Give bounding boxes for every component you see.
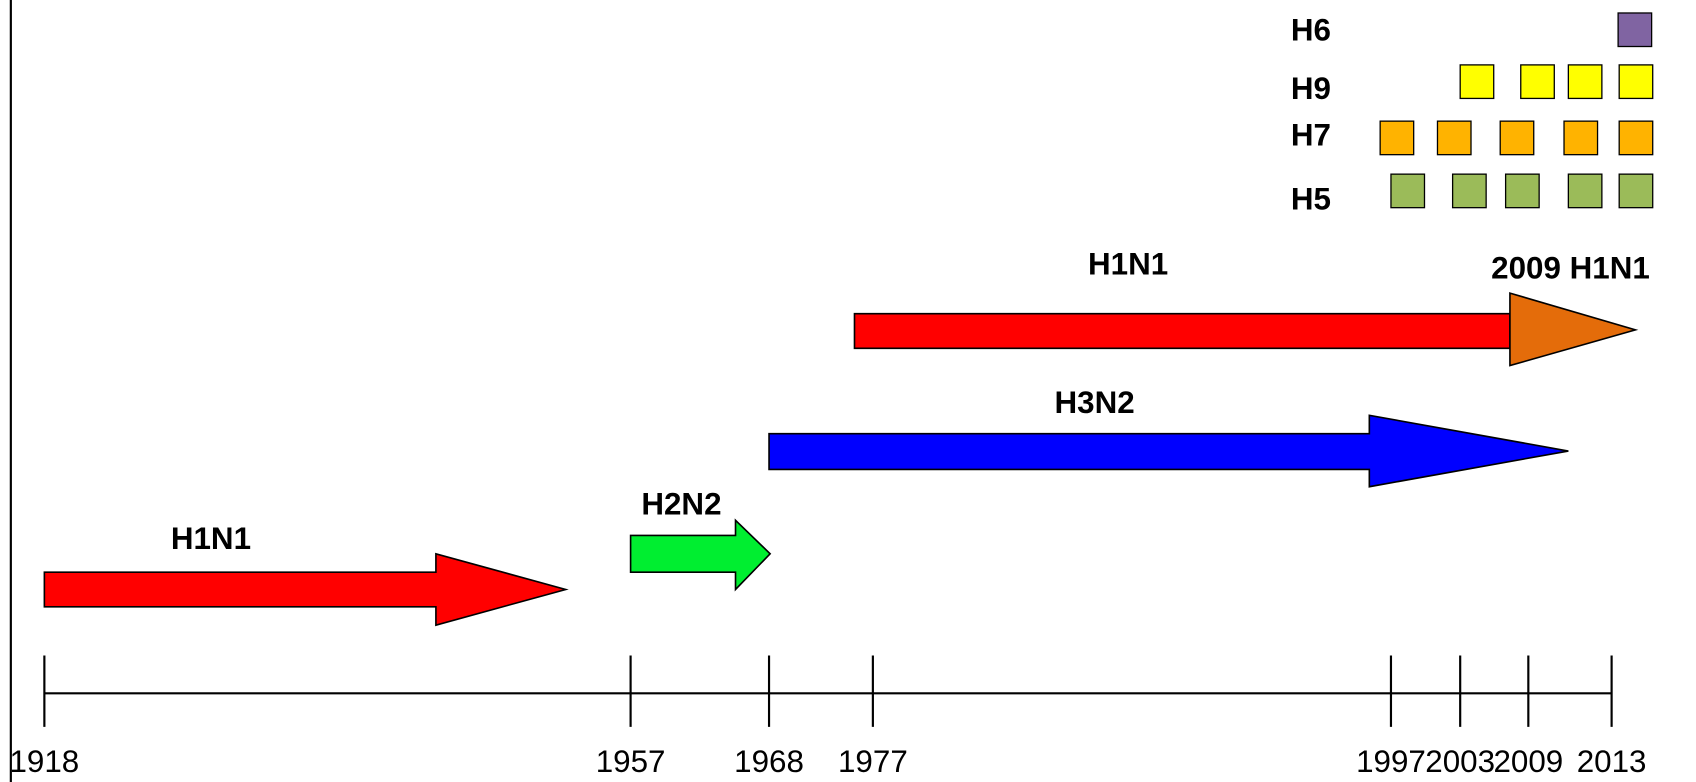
year-label: 2013 [1577, 744, 1647, 779]
outbreak-square [1390, 173, 1426, 209]
subtype-label: H7 [1291, 118, 1331, 153]
outbreak-square [1499, 120, 1535, 156]
year-label: 1997 [1356, 744, 1426, 779]
outbreak-square [1563, 120, 1599, 156]
outbreak-square [1618, 173, 1654, 209]
subtype-label: H5 [1291, 181, 1331, 216]
outbreak-square [1618, 120, 1654, 156]
arrow [768, 414, 1569, 488]
year-label: 1968 [734, 744, 804, 779]
year-label: 1977 [838, 744, 908, 779]
arrow [853, 312, 1511, 350]
arrow-label: H1N1 [171, 521, 251, 556]
arrow-label: 2009 H1N1 [1491, 251, 1650, 286]
outbreak-square [1618, 64, 1654, 100]
year-label: 2009 [1493, 744, 1563, 779]
year-label: 2003 [1425, 744, 1495, 779]
outbreak-square [1520, 64, 1555, 100]
outbreak-square [1451, 173, 1487, 209]
year-label: 1957 [596, 744, 666, 779]
outbreak-square [1567, 173, 1603, 209]
arrow-label: H3N2 [1055, 385, 1135, 420]
year-label: 1918 [9, 744, 79, 779]
subtype-label: H9 [1291, 71, 1331, 106]
outbreak-square [1379, 120, 1415, 156]
outbreak-square [1436, 120, 1472, 156]
arrow-label: H1N1 [1088, 246, 1168, 281]
arrow [43, 552, 569, 627]
arrow-label: H2N2 [641, 486, 721, 521]
arrow [1509, 292, 1639, 367]
subtype-label: H6 [1291, 13, 1331, 48]
arrow [629, 518, 772, 592]
outbreak-square [1567, 64, 1603, 100]
outbreak-square [1617, 12, 1653, 48]
outbreak-square [1504, 173, 1540, 209]
outbreak-square [1459, 64, 1495, 100]
